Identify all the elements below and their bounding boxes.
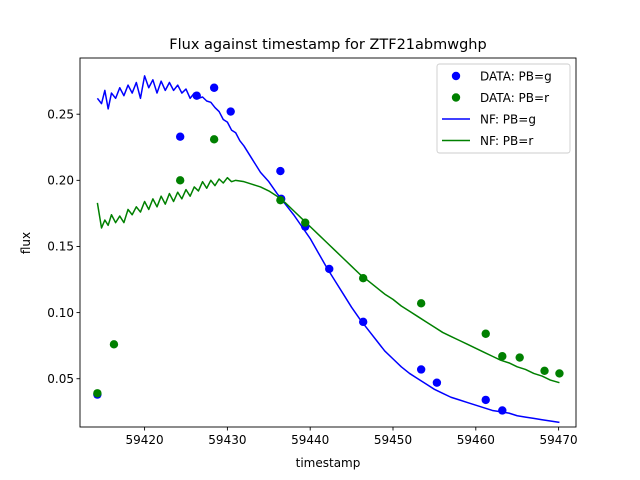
y-tick-label: 0.05 <box>47 372 74 386</box>
legend-marker-data-pb-r <box>451 93 461 102</box>
legend-marker-data-pb-g <box>451 71 461 81</box>
data-point-data-pb-r <box>416 299 426 308</box>
data-point-data-pb-r <box>109 340 119 349</box>
data-point-data-pb-g <box>209 83 219 92</box>
data-point-data-pb-r <box>276 195 285 205</box>
data-point-data-pb-r <box>358 274 368 283</box>
data-point-data-pb-r <box>175 176 185 185</box>
data-point-data-pb-g <box>192 91 201 100</box>
y-tick-label: 0.15 <box>47 240 74 254</box>
legend-label-data-pb-g: DATA: PB=g <box>480 69 552 83</box>
data-point-data-pb-r <box>93 389 102 398</box>
axes: 59420 59430 59440 59450 59460 59470 0.05 0.10 0.… <box>47 57 578 447</box>
legend-label-data-pb-r: DATA: PB=r <box>480 91 549 105</box>
chart-title: Flux against timestamp for ZTF21abmwghp <box>169 37 486 53</box>
data-point-data-pb-g <box>276 166 285 176</box>
data-point-data-pb-g <box>358 317 368 327</box>
y-axis-label: flux <box>19 232 33 254</box>
data-point-data-pb-g <box>498 406 507 415</box>
x-tick-label: 59460 <box>457 433 495 447</box>
data-point-data-pb-g <box>175 132 185 141</box>
data-point-data-pb-g <box>481 395 490 405</box>
y-tick-label: 0.20 <box>47 174 74 188</box>
data-point-data-pb-g <box>226 107 235 116</box>
data-point-data-pb-g <box>416 365 426 374</box>
data-point-data-pb-r <box>555 369 564 378</box>
legend-label-nf-pb-r: NF: PB=r <box>480 134 533 148</box>
data-point-data-pb-r <box>301 218 310 227</box>
data-point-data-pb-g <box>325 264 334 274</box>
data-point-data-pb-r <box>481 329 490 338</box>
data-point-data-pb-r <box>498 352 507 361</box>
y-tick-label: 0.25 <box>47 107 74 121</box>
axes-frame <box>79 57 577 428</box>
x-axis-label: timestamp <box>296 456 361 470</box>
x-tick-label: 59470 <box>540 433 578 447</box>
x-tick-label: 59450 <box>374 433 412 447</box>
legend-label-nf-pb-g: NF: PB=g <box>480 112 536 126</box>
data-point-data-pb-r <box>540 366 549 375</box>
x-tick-label: 59420 <box>125 433 163 447</box>
x-tick-label: 59430 <box>208 433 246 447</box>
legend-box <box>436 63 571 154</box>
series-line-nf-pb-r <box>96 176 560 384</box>
legend: DATA: PB=g DATA: PB=r NF: PB=g NF: PB=r <box>436 63 571 154</box>
data-point-data-pb-g <box>432 378 442 387</box>
series-line-nf-pb-g <box>96 75 560 424</box>
data-point-data-pb-r <box>209 135 219 144</box>
x-tick-label: 59440 <box>291 433 329 447</box>
plot-area <box>93 75 564 424</box>
data-point-data-pb-r <box>515 353 524 362</box>
y-tick-label: 0.10 <box>47 306 74 320</box>
